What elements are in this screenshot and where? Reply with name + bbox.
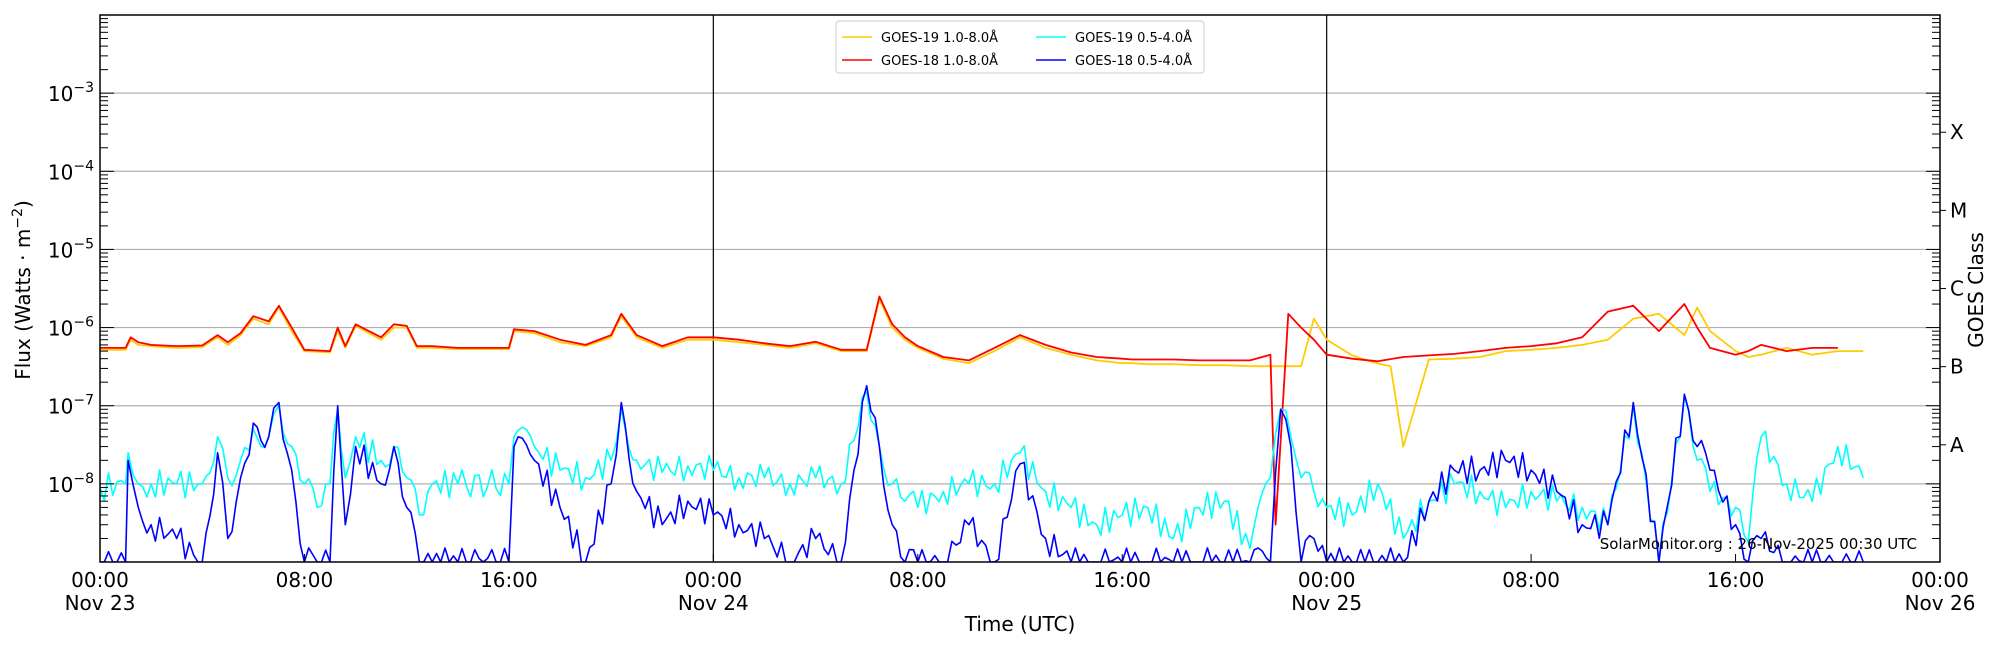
goes-class-label: B [1950, 355, 1964, 379]
goes-class-label: X [1950, 120, 1964, 144]
series-line [100, 385, 1865, 562]
y-tick-label: 10−8 [48, 471, 94, 497]
goes-class-label: A [1950, 433, 1964, 457]
y-tick-label: 10−3 [48, 80, 94, 106]
legend-label-goes19-long: GOES-19 1.0-8.0Å [881, 30, 998, 46]
x-tick-time: 08:00 [1502, 568, 1560, 592]
y-tick-labels: 10−3 10−4 10−5 10−6 10−7 10−8 [48, 80, 94, 497]
x-tick-time: 00:00 [1911, 568, 1969, 592]
right-axis-title: GOES Class [1964, 232, 1988, 348]
legend-item-goes19-long: GOES-19 1.0-8.0Å [842, 30, 998, 46]
x-tick-date: Nov 25 [1291, 591, 1362, 615]
legend-box [835, 20, 1205, 74]
x-tick-date: Nov 26 [1905, 591, 1976, 615]
y-axis-title: Flux (Watts · m−2) [10, 200, 35, 380]
x-axis-title: Time (UTC) [964, 612, 1076, 636]
goes-class-label: C [1950, 277, 1964, 301]
x-tick-time: 16:00 [480, 568, 538, 592]
legend-label-goes18-long: GOES-18 1.0-8.0Å [881, 53, 998, 69]
legend-label-goes18-short: GOES-18 0.5-4.0Å [1075, 53, 1192, 69]
x-tick-time: 00:00 [685, 568, 743, 592]
goes-class-labels: X M C B A [1940, 120, 1967, 457]
watermark-text: SolarMonitor.org : 26-Nov-2025 00:30 UTC [1600, 535, 1917, 553]
legend-item-goes18-short: GOES-18 0.5-4.0Å [1036, 53, 1192, 69]
goes-class-axis-title: GOES Class [1964, 232, 1988, 348]
axis-ticks [99, 18, 1941, 563]
x-tick-time: 00:00 [71, 568, 129, 592]
series-line [100, 298, 1864, 448]
x-tick-date: Nov 24 [678, 591, 749, 615]
series-lines [100, 295, 1865, 562]
y-axis-title-close: ) [11, 200, 35, 208]
legend: GOES-19 1.0-8.0Å GOES-18 1.0-8.0Å GOES-1… [835, 20, 1205, 74]
goes-class-label: M [1950, 198, 1967, 222]
x-tick-date: Nov 23 [65, 591, 136, 615]
legend-label-goes19-short: GOES-19 0.5-4.0Å [1075, 30, 1192, 46]
y-axis-title-exponent: −2 [10, 208, 26, 229]
y-axis-title-text: Flux (Watts · m−2) [10, 200, 35, 380]
x-tick-time: 00:00 [1298, 568, 1356, 592]
series-line [100, 295, 1838, 526]
y-axis-title-main: Flux (Watts · m [11, 229, 35, 380]
x-tick-time: 16:00 [1707, 568, 1765, 592]
x-tick-time: 08:00 [276, 568, 334, 592]
x-tick-time: 16:00 [1093, 568, 1151, 592]
legend-item-goes19-short: GOES-19 0.5-4.0Å [1036, 30, 1192, 46]
legend-item-goes18-long: GOES-18 1.0-8.0Å [842, 53, 998, 69]
y-tick-label: 10−6 [48, 315, 94, 341]
y-tick-label: 10−7 [48, 393, 94, 419]
y-tick-label: 10−4 [48, 158, 94, 184]
y-tick-label: 10−5 [48, 236, 94, 262]
x-tick-time: 08:00 [889, 568, 947, 592]
